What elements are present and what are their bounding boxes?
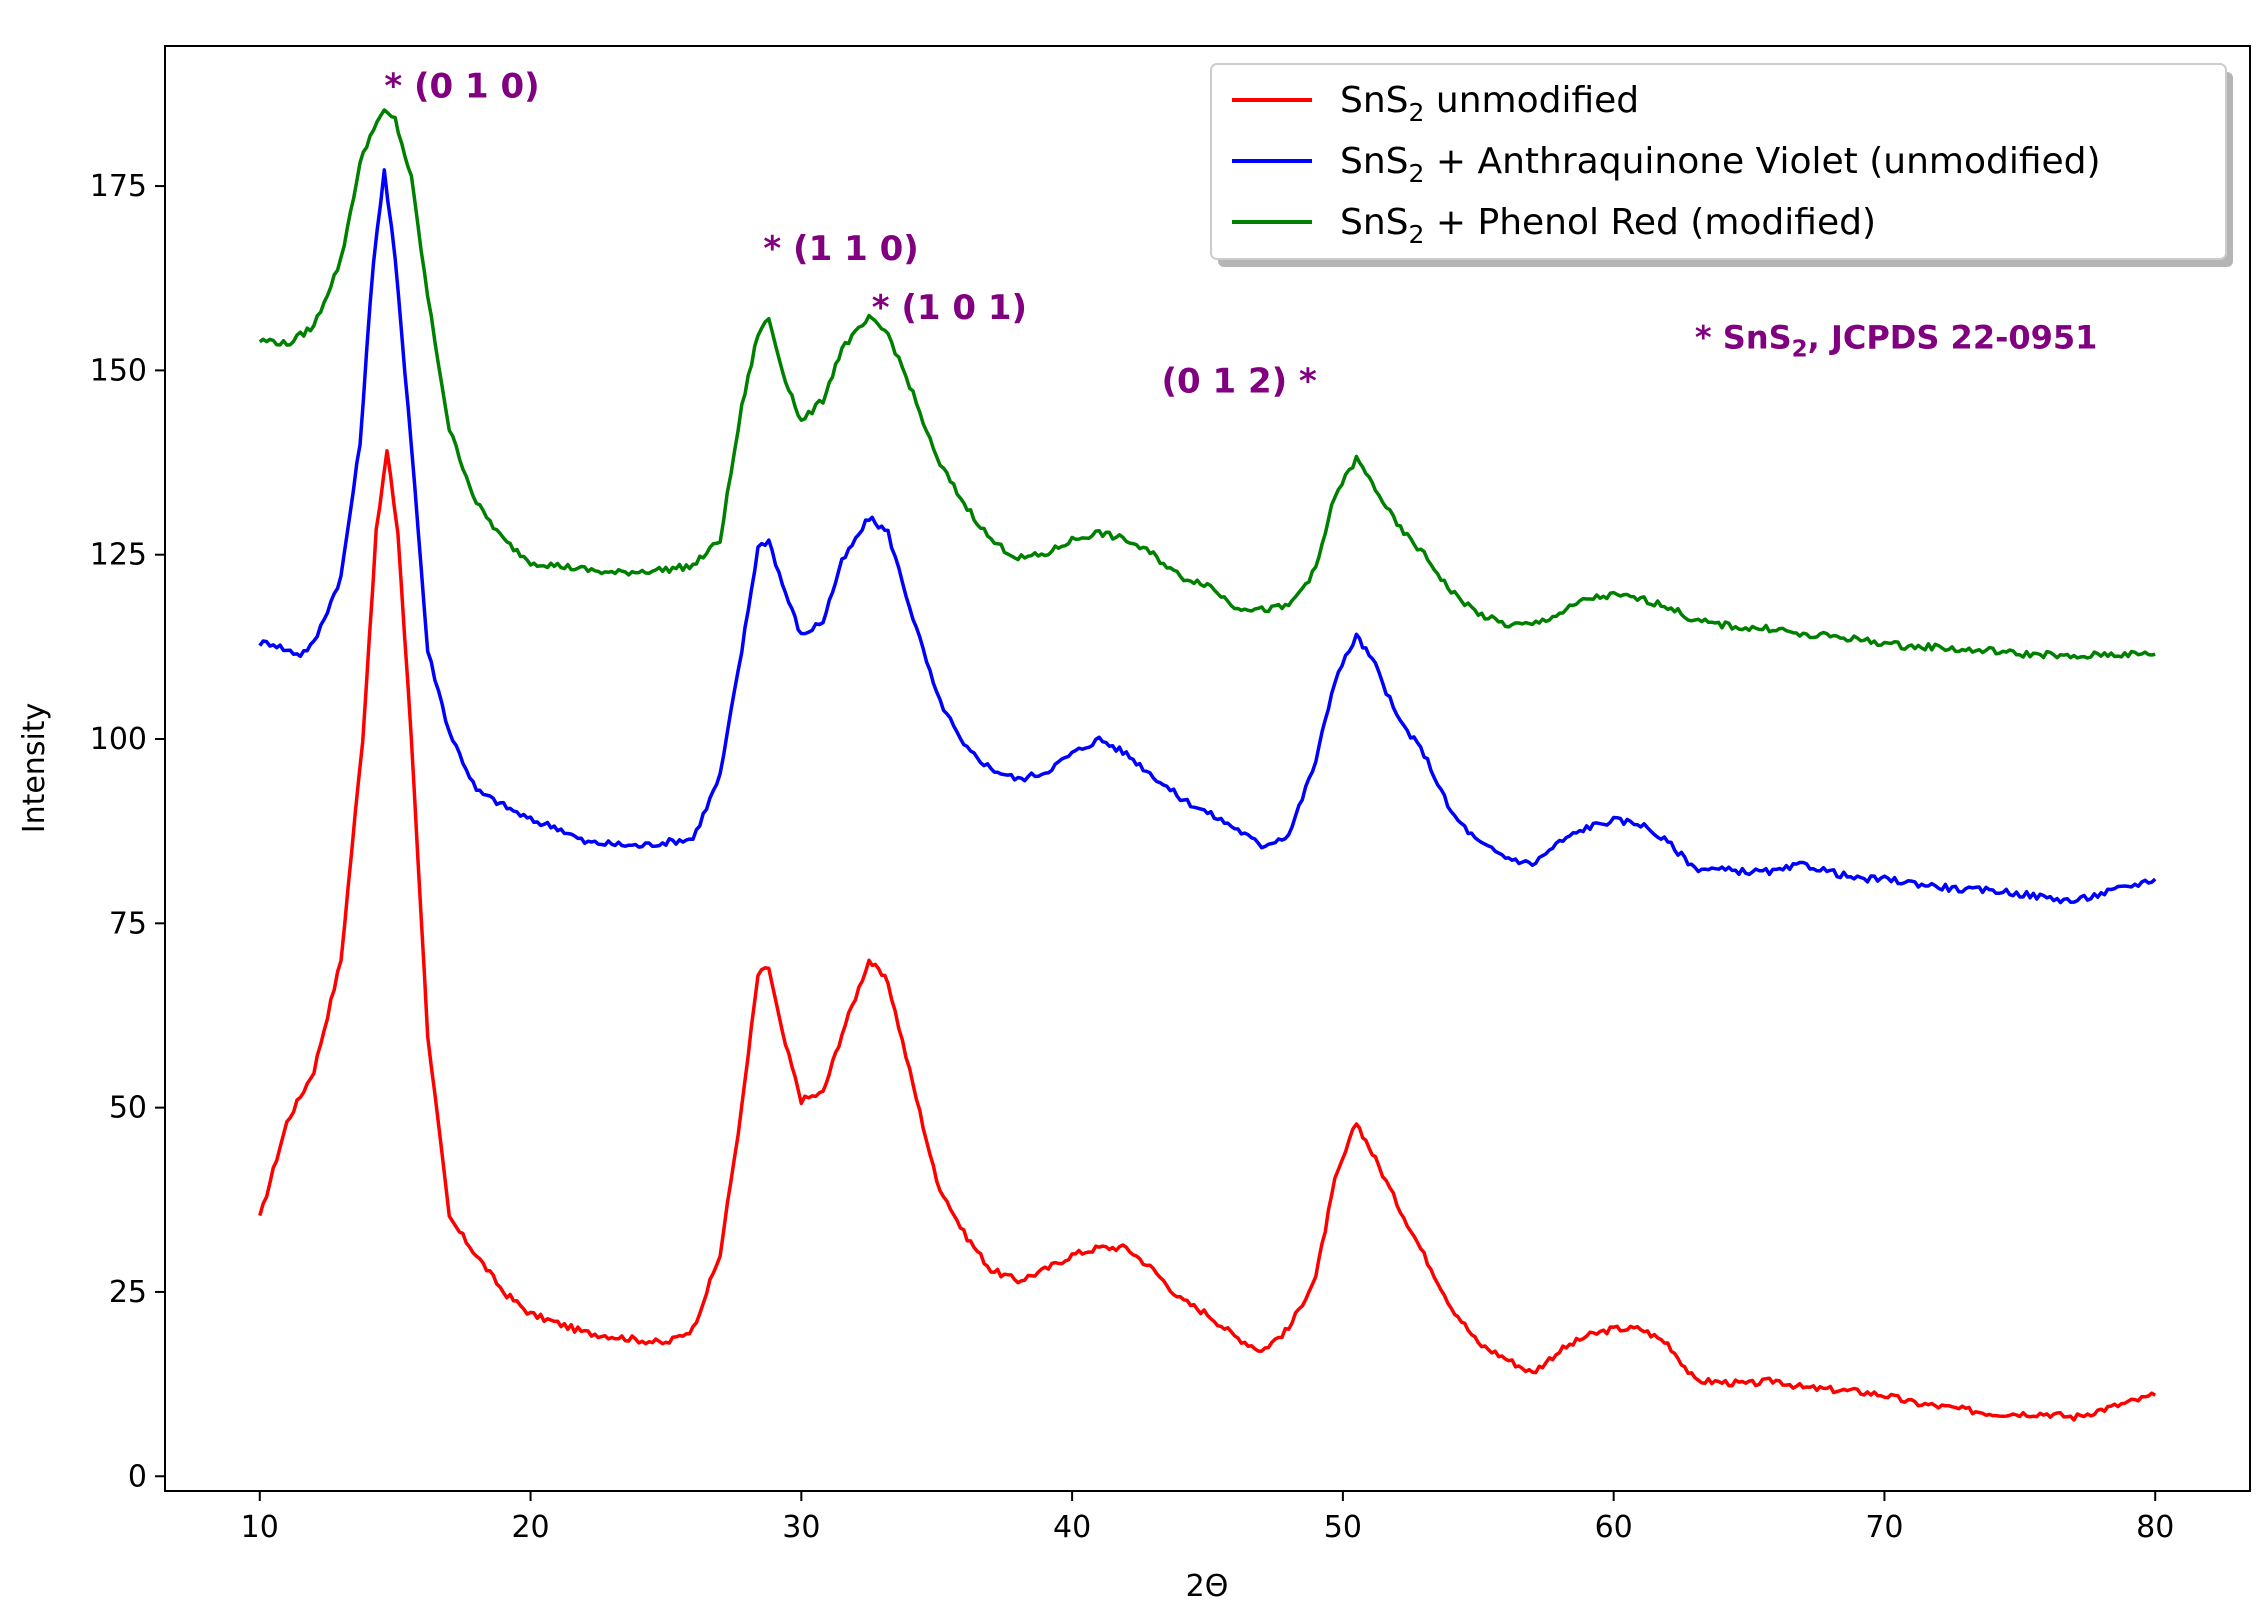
y-tick-label: 125 — [90, 538, 147, 573]
legend-label-sub: 2 — [1409, 220, 1425, 249]
legend-label-tail: + Phenol Red (modified) — [1424, 202, 1876, 243]
x-tick-label: 20 — [511, 1510, 549, 1545]
reference-note-tail: , JCPDS 22-0951 — [1808, 318, 2098, 356]
legend-label-tail: unmodified — [1424, 80, 1639, 121]
peak-annotation-4: (0 1 2) * — [1161, 362, 1317, 402]
x-tick-label: 80 — [2136, 1510, 2174, 1545]
legend-label-anthraquinone: SnS2 + Anthraquinone Violet (unmodified) — [1340, 141, 2101, 188]
y-axis-label: Intensity — [17, 703, 52, 834]
x-tick-label: 40 — [1053, 1510, 1091, 1545]
series-line-2 — [258, 168, 2157, 905]
legend-box — [1210, 63, 2227, 260]
legend-label-tail: + Anthraquinone Violet (unmodified) — [1424, 141, 2100, 182]
reference-note-main: * SnS — [1695, 318, 1792, 356]
y-tick-label: 25 — [109, 1275, 147, 1310]
legend: SnS2 unmodified SnS2 + Anthraquinone Vio… — [1210, 63, 2233, 267]
legend-label-sub: 2 — [1409, 159, 1425, 188]
legend-label-main: SnS — [1340, 141, 1409, 182]
x-axis: 10 20 30 40 50 60 70 80 — [241, 1491, 2174, 1545]
reference-note-text: * SnS2, JCPDS 22-0951 — [1695, 318, 2098, 362]
peak-annotation-3: * (1 0 1) — [872, 288, 1027, 328]
plot-area — [164, 45, 2251, 1492]
y-tick-label: 175 — [90, 169, 147, 204]
series-layer — [258, 108, 2157, 1422]
y-tick-label: 150 — [90, 353, 147, 388]
peak-annotation-1: * (0 1 0) — [384, 67, 539, 107]
x-tick-label: 70 — [1865, 1510, 1903, 1545]
series-line-1 — [258, 449, 2157, 1422]
reference-note-sub: 2 — [1792, 336, 1808, 362]
y-tick-label: 0 — [128, 1459, 147, 1494]
peak-annotation-2: * (1 1 0) — [763, 229, 918, 269]
y-axis: 0 25 50 75 100 125 150 175 — [90, 169, 165, 1494]
y-tick-label: 75 — [109, 906, 147, 941]
x-tick-label: 60 — [1595, 1510, 1633, 1545]
x-tick-label: 30 — [782, 1510, 820, 1545]
y-tick-label: 100 — [90, 722, 147, 757]
y-tick-label: 50 — [109, 1091, 147, 1126]
legend-label-main: SnS — [1340, 80, 1409, 121]
series-line-3 — [258, 108, 2156, 660]
x-tick-label: 50 — [1324, 1510, 1362, 1545]
x-axis-label: 2Θ — [1186, 1569, 1229, 1604]
legend-label-sub: 2 — [1409, 98, 1425, 127]
legend-label-main: SnS — [1340, 202, 1409, 243]
legend-label-unmodified: SnS2 unmodified — [1340, 80, 1639, 127]
reference-note: * SnS2, JCPDS 22-0951 — [1695, 318, 2098, 362]
x-tick-label: 10 — [241, 1510, 279, 1545]
peak-annotations: * (0 1 0) * (1 1 0) * (1 0 1) (0 1 2) * — [384, 67, 1317, 402]
legend-label-phenol-red: SnS2 + Phenol Red (modified) — [1340, 202, 1876, 249]
